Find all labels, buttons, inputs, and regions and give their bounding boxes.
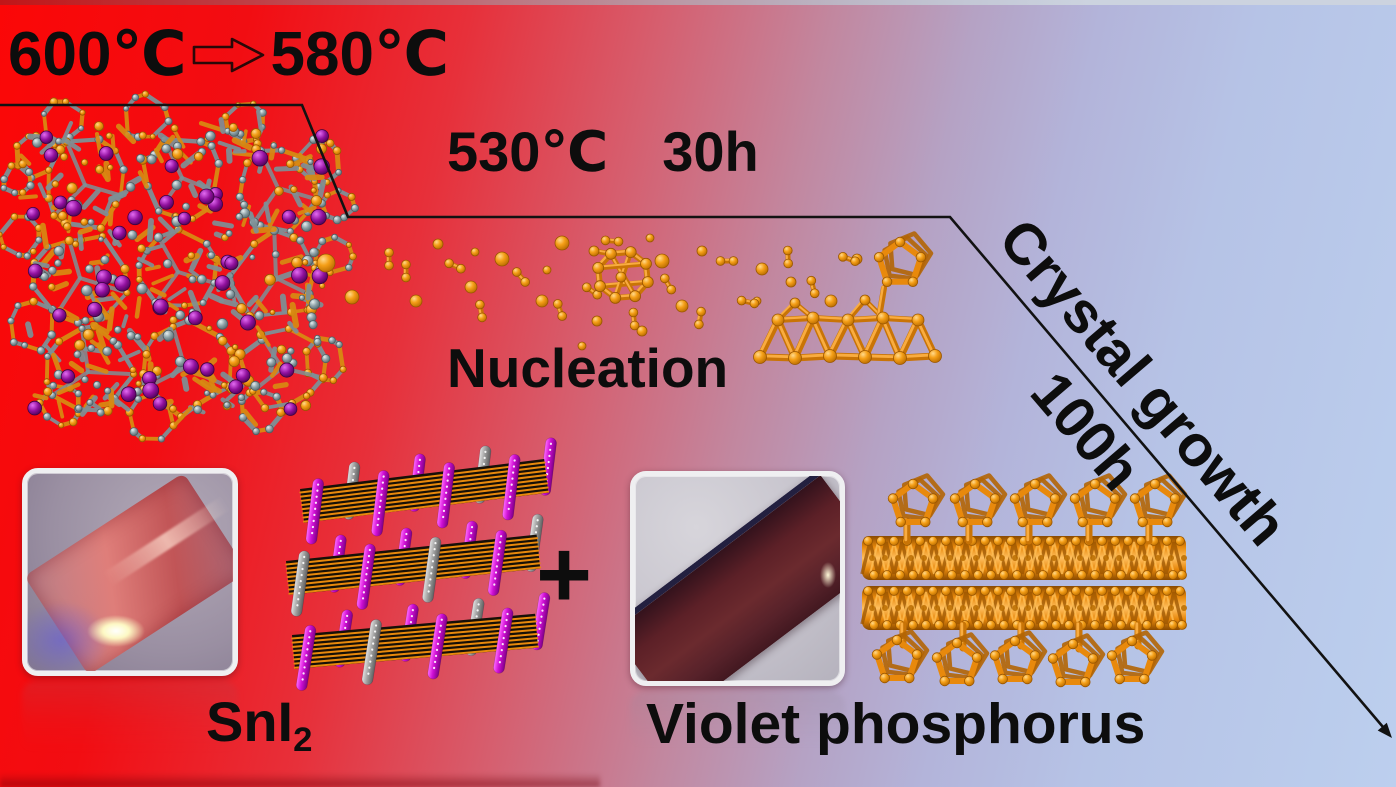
flow-arrowhead-icon [1377, 722, 1392, 738]
photo-reflection [630, 692, 845, 747]
sni2-crystal-photo [22, 468, 238, 676]
temperature-transition-row: 600℃ 580℃ [8, 24, 449, 86]
nucleation-atoms-illustration [316, 231, 942, 365]
process-flow-line [0, 103, 1392, 738]
temp-start-label: 600℃ [8, 20, 187, 89]
temp-end-label: 580℃ [270, 20, 450, 89]
violet-phosphorus-structure-illustration [860, 473, 1188, 688]
nucleation-label: Nucleation [447, 337, 729, 399]
nucleation-step-conditions: 530℃ 30h [447, 124, 759, 180]
glare-spot [87, 615, 145, 647]
sni2-subscript: 2 [293, 720, 313, 759]
step-temp-label: 530℃ [447, 120, 609, 183]
violet-phosphorus-crystal-photo [630, 471, 845, 686]
sni2-label: SnI2 [206, 690, 313, 759]
hollow-right-arrow-icon [192, 37, 264, 73]
sni2-structure-illustration [285, 437, 557, 691]
precursor-structure-illustration [0, 90, 359, 443]
step-time-label: 30h [662, 120, 759, 183]
violet-phosphorus-label: Violet phosphorus [646, 692, 1146, 756]
bottom-reflection-strip [0, 773, 600, 787]
plus-sign: + [536, 521, 593, 628]
glint-spot [820, 562, 836, 588]
photo-reflection [22, 681, 238, 753]
top-edge-strip [0, 0, 1396, 5]
